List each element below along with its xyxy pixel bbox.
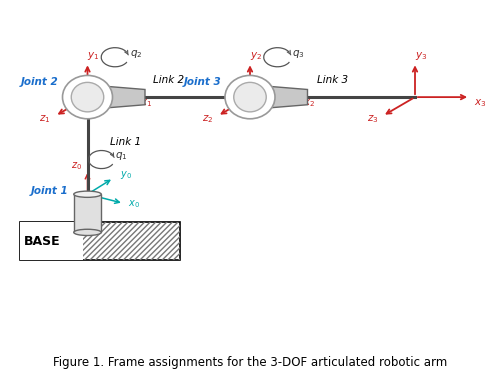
Text: Joint 1: Joint 1 bbox=[31, 186, 69, 196]
Bar bbox=[74, 194, 101, 232]
Text: BASE: BASE bbox=[24, 234, 61, 248]
Polygon shape bbox=[102, 86, 145, 108]
Text: $x_0$: $x_0$ bbox=[128, 198, 140, 210]
Text: $z_2$: $z_2$ bbox=[202, 113, 213, 125]
Text: $z_0$: $z_0$ bbox=[71, 161, 82, 172]
Text: $z_1$: $z_1$ bbox=[40, 113, 51, 125]
Text: Link 2: Link 2 bbox=[153, 75, 184, 85]
Text: $q_1$: $q_1$ bbox=[115, 150, 128, 162]
Bar bbox=[20, 222, 180, 260]
Text: $y_1$: $y_1$ bbox=[88, 50, 100, 62]
Text: $z_3$: $z_3$ bbox=[367, 113, 378, 125]
Text: $x_3$: $x_3$ bbox=[474, 98, 486, 109]
Text: Joint 3: Joint 3 bbox=[184, 77, 222, 86]
Text: Joint 2: Joint 2 bbox=[21, 77, 59, 86]
Text: $y_0$: $y_0$ bbox=[120, 169, 132, 181]
Ellipse shape bbox=[62, 75, 112, 119]
Text: Figure 1. Frame assignments for the 3-DOF articulated robotic arm: Figure 1. Frame assignments for the 3-DO… bbox=[53, 357, 447, 369]
Ellipse shape bbox=[234, 83, 266, 112]
Text: $y_2$: $y_2$ bbox=[250, 50, 262, 62]
Bar bbox=[20, 222, 82, 260]
Bar bbox=[20, 222, 180, 260]
Polygon shape bbox=[265, 86, 308, 108]
Text: $x_1$: $x_1$ bbox=[140, 98, 152, 109]
Text: Link 3: Link 3 bbox=[317, 75, 348, 85]
Text: $q_3$: $q_3$ bbox=[292, 48, 305, 60]
Text: $y_3$: $y_3$ bbox=[415, 50, 427, 62]
Ellipse shape bbox=[225, 75, 275, 119]
Ellipse shape bbox=[72, 83, 104, 112]
Text: $x_2$: $x_2$ bbox=[303, 98, 315, 109]
Ellipse shape bbox=[74, 191, 101, 197]
Text: Link 1: Link 1 bbox=[110, 137, 141, 147]
Ellipse shape bbox=[74, 229, 101, 236]
Text: $q_2$: $q_2$ bbox=[130, 48, 142, 60]
